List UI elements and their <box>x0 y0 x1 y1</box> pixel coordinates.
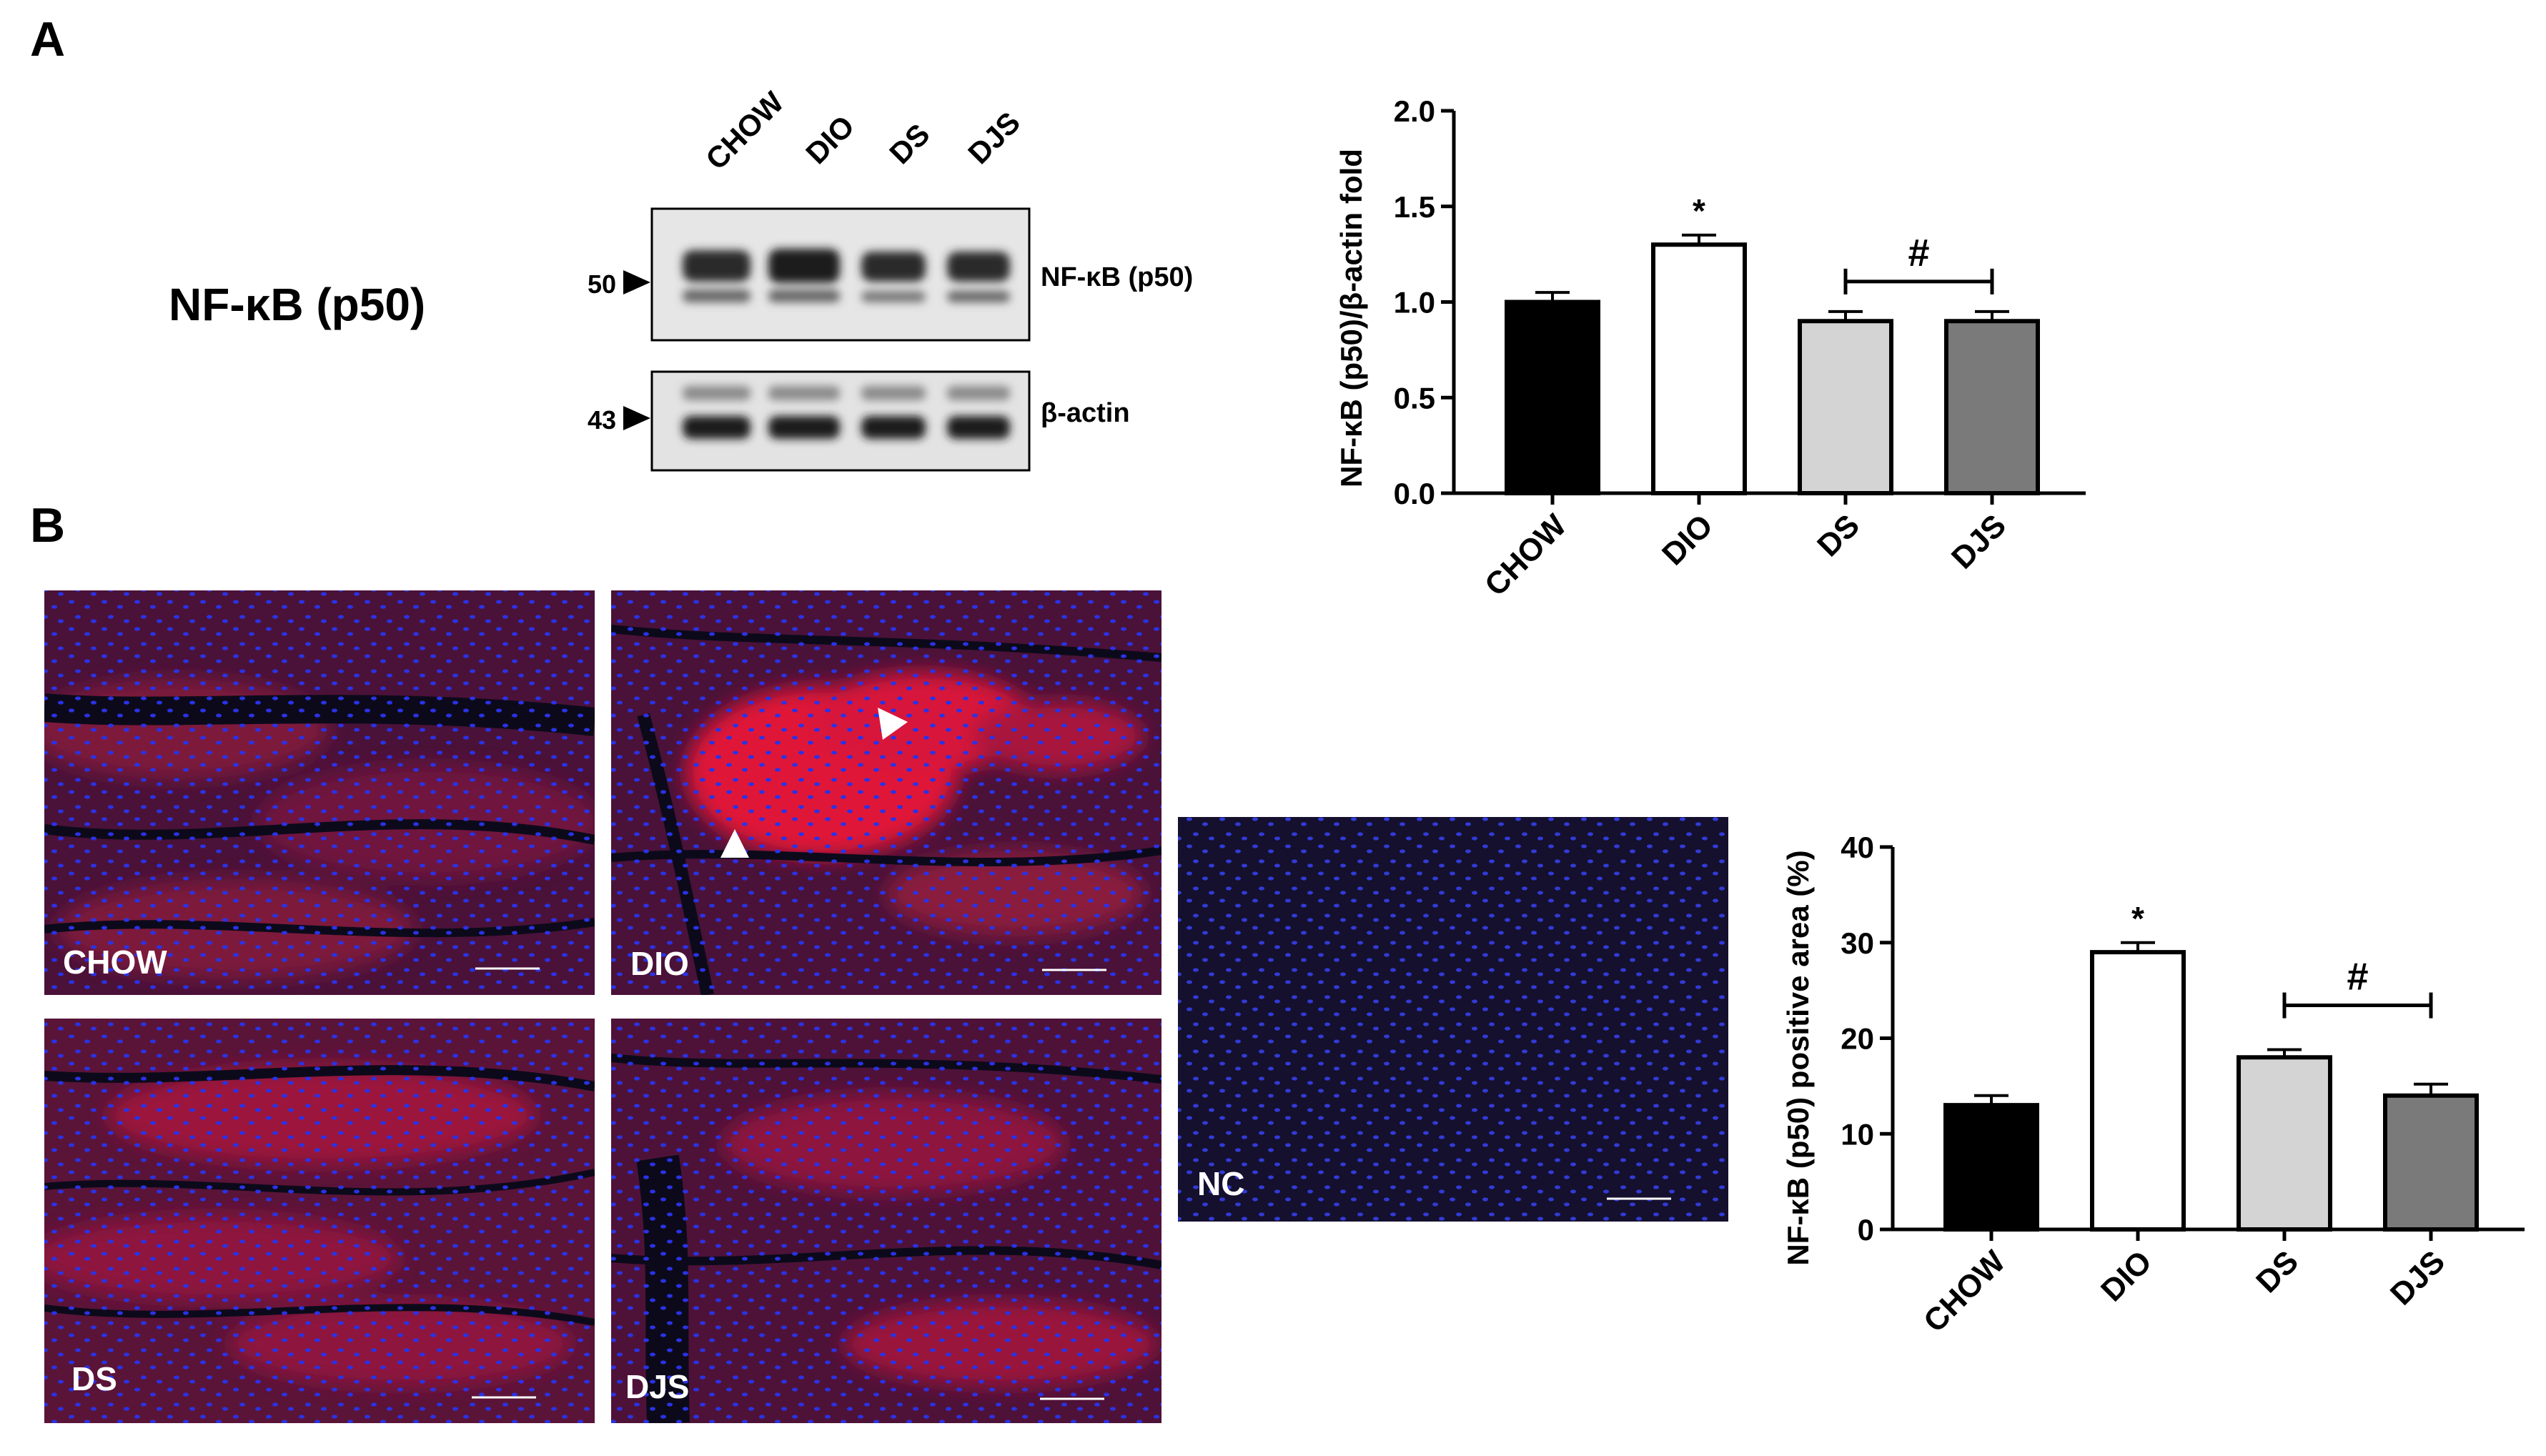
chart-p50-positive-area: NF-κB (p50) positive area (%) 0 10 20 30 40 C… <box>1781 831 2525 1339</box>
micrograph-label-chow: CHOW <box>63 944 167 981</box>
micrograph-label-ds: DS <box>71 1360 117 1397</box>
blot-protein-title: NF-κB (p50) <box>169 279 425 330</box>
chart1-bar-djs <box>1944 319 2040 495</box>
chart2-significance-star: * <box>2131 900 2144 937</box>
micrograph-label-nc: NC <box>1197 1165 1244 1202</box>
chart2-x-tick-label-chow: CHOW <box>1917 1244 2012 1339</box>
band-actin-upper-chow <box>683 386 751 400</box>
arrowhead-2 <box>720 829 749 858</box>
band-p50-lower-dio <box>768 289 840 302</box>
chart1-x-tick-label-chow: CHOW <box>1478 507 1573 603</box>
micrograph-dio: DIO <box>611 590 1161 995</box>
band-p50-dio <box>768 249 840 283</box>
band-p50-ds <box>861 252 926 282</box>
band-actin-upper-dio <box>768 386 840 400</box>
micrograph-djs: DJS <box>611 1019 1161 1423</box>
band-actin-chow <box>683 416 751 439</box>
band-actin-dio <box>768 416 840 439</box>
chart2-bar-chow <box>1943 1103 2039 1232</box>
band-actin-djs <box>947 416 1010 439</box>
chart2-y-tick-label: 40 <box>1841 831 1874 864</box>
band-p50-chow <box>683 250 751 282</box>
chart2-y-tick-label: 20 <box>1841 1022 1874 1056</box>
marker-arrow-43 <box>623 406 650 430</box>
marker-50: 50 <box>588 269 616 299</box>
micrograph-nc: NC <box>1178 817 1728 1222</box>
chart1-y-tick-label: 1.0 <box>1394 286 1435 320</box>
chart-p50-actin-fold: NF-κB (p50)/β-actin fold 0.0 0.5 1.0 1.5 2.0… <box>1334 94 2086 603</box>
chart2-y-tick-label: 30 <box>1841 926 1874 960</box>
band-label-actin: β-actin <box>1041 398 1130 428</box>
p50-bands <box>683 249 1010 302</box>
lane-label-djs: DJS <box>961 105 1026 170</box>
chart1-y-axis-label: NF-κB (p50)/β-actin fold <box>1334 149 1368 487</box>
chart2-x-tick-label-djs: DJS <box>2384 1244 2452 1312</box>
marker-43: 43 <box>588 405 616 435</box>
chart2-x-tick-label-dio: DIO <box>2094 1244 2159 1308</box>
micrograph-label-dio: DIO <box>630 945 689 982</box>
band-p50-lower-ds <box>861 291 926 302</box>
chart2-y-tick-label: 10 <box>1841 1117 1874 1151</box>
lane-label-dio: DIO <box>799 109 861 170</box>
chart1-significance-star: * <box>1693 192 1705 229</box>
chart2-y-tick-label: 0 <box>1858 1213 1874 1247</box>
micrograph-label-djs: DJS <box>625 1368 689 1405</box>
band-actin-ds <box>861 416 926 439</box>
panel-label-b: B <box>30 498 65 553</box>
micrograph-chow: CHOW <box>44 590 595 995</box>
chart1-bar-dio <box>1651 242 1747 495</box>
chart1-bar-ds <box>1798 319 1893 495</box>
micrograph-ds: DS <box>44 1019 595 1423</box>
chart2-significance-hash: # <box>2347 956 2368 999</box>
lane-label-ds: DS <box>883 117 936 171</box>
chart1-y-tick-label: 2.0 <box>1394 94 1435 128</box>
western-blot: NF-κB (p50) CHOW DIO DS DJS 50 NF-κB (p5… <box>169 85 1193 472</box>
chart1-significance-hash: # <box>1908 232 1929 274</box>
chart2-bar-ds <box>2237 1055 2332 1232</box>
chart2-x-tick-label-ds: DS <box>2249 1244 2305 1299</box>
chart1-y-tick-label: 0.0 <box>1394 477 1435 510</box>
band-actin-upper-djs <box>947 386 1010 400</box>
band-p50-djs <box>947 252 1010 282</box>
chart1-bar-chow <box>1505 299 1600 495</box>
chart1-x-tick-label-dio: DIO <box>1655 507 1720 572</box>
band-actin-upper-ds <box>861 386 926 400</box>
band-label-p50: NF-κB (p50) <box>1041 262 1193 292</box>
marker-arrow-50 <box>623 270 650 294</box>
band-p50-lower-djs <box>947 291 1010 302</box>
arrowhead-1 <box>878 708 908 740</box>
band-p50-lower-chow <box>683 289 751 302</box>
chart2-y-axis-label: NF-κB (p50) positive area (%) <box>1781 850 1815 1265</box>
chart1-y-tick-label: 1.5 <box>1394 190 1435 224</box>
chart2-bar-dio <box>2090 950 2186 1232</box>
chart1-y-tick-label: 0.5 <box>1394 381 1435 415</box>
panel-label-a: A <box>30 12 65 66</box>
actin-bands <box>683 386 1010 439</box>
lane-label-chow: CHOW <box>699 85 791 177</box>
chart1-x-tick-label-ds: DS <box>1811 507 1866 563</box>
chart2-bar-djs <box>2383 1093 2479 1232</box>
chart1-x-tick-label-djs: DJS <box>1945 507 2013 575</box>
